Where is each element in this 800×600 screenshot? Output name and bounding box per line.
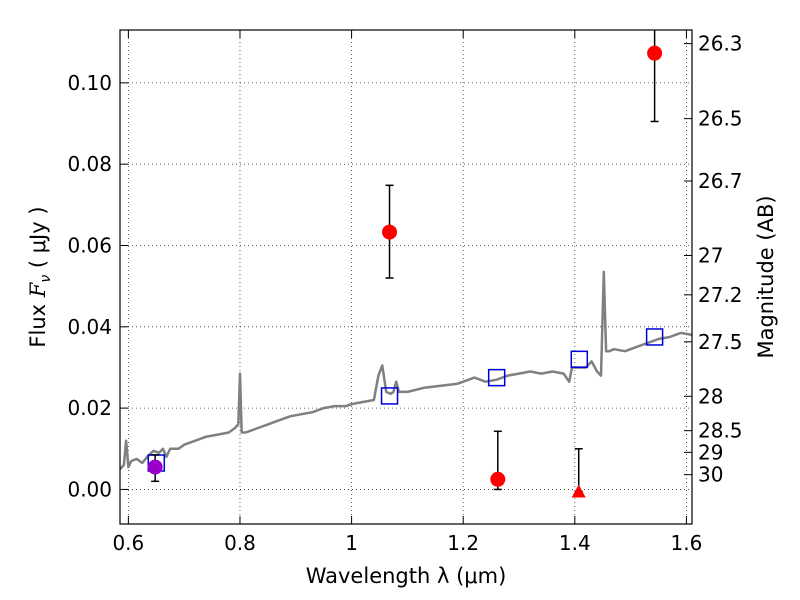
y-axis-label-sub: ν	[38, 275, 54, 283]
y2-tick-label: 28.5	[698, 419, 743, 443]
y2-tick-label: 26.7	[698, 169, 743, 193]
x-axis-label: Wavelength λ (μm)	[306, 564, 507, 588]
model-band-square	[570, 350, 589, 369]
grid	[120, 30, 692, 524]
y-tick-label: 0.08	[67, 152, 112, 176]
y2-tick-label: 26.3	[698, 32, 743, 56]
y2-tick-label: 27	[698, 243, 723, 267]
observed-flux-point	[382, 224, 398, 240]
model-band-square	[645, 328, 664, 346]
x-tick-label: 1	[345, 531, 358, 555]
y2-tick-label: 29	[698, 440, 723, 464]
y2-tick-label: 27.2	[698, 283, 743, 307]
observed-flux-point	[147, 459, 163, 475]
x-tick-label: 0.8	[224, 531, 256, 555]
y-tick-label: 0.04	[67, 315, 112, 339]
y-axis-label-var: F	[26, 281, 50, 298]
model-spectrum-line	[120, 270, 692, 470]
upper-limit-triangle	[571, 484, 586, 498]
y-tick-label: 0.06	[67, 233, 112, 257]
model-band-square	[380, 387, 399, 405]
plot-clip-group	[120, 30, 692, 498]
x-tick-label: 1.6	[671, 531, 703, 555]
x-tick-label: 1.4	[559, 531, 591, 555]
y-tick-label: 0.10	[67, 71, 112, 95]
y2-axis-label: Magnitude (AB)	[754, 195, 778, 358]
axis-ticks: 0.6 0.8 1 1.2 1.4 1.6 0.00 0.02 0.04 0.06 0.08 0.10…	[67, 30, 743, 555]
y2-tick-label: 27.5	[698, 330, 743, 354]
model-band-square	[487, 368, 506, 387]
observed-flux-point	[490, 471, 506, 487]
x-tick-label: 0.6	[112, 531, 144, 555]
x-tick-label: 1.2	[447, 531, 479, 555]
y2-tick-label: 30	[698, 463, 723, 487]
y2-tick-label: 26.5	[698, 107, 743, 131]
y-axis-label-prefix: Flux	[26, 297, 50, 347]
plot-area	[120, 30, 692, 498]
y-tick-label: 0.02	[67, 396, 112, 420]
y-axis-label: Flux Fν ( μJy )	[26, 206, 54, 347]
y-axis-label-unit: ( μJy )	[26, 206, 50, 274]
y-tick-label: 0.00	[67, 477, 112, 501]
y2-tick-label: 28	[698, 384, 723, 408]
observed-flux-point	[647, 45, 663, 61]
plot-frame	[119, 29, 693, 525]
